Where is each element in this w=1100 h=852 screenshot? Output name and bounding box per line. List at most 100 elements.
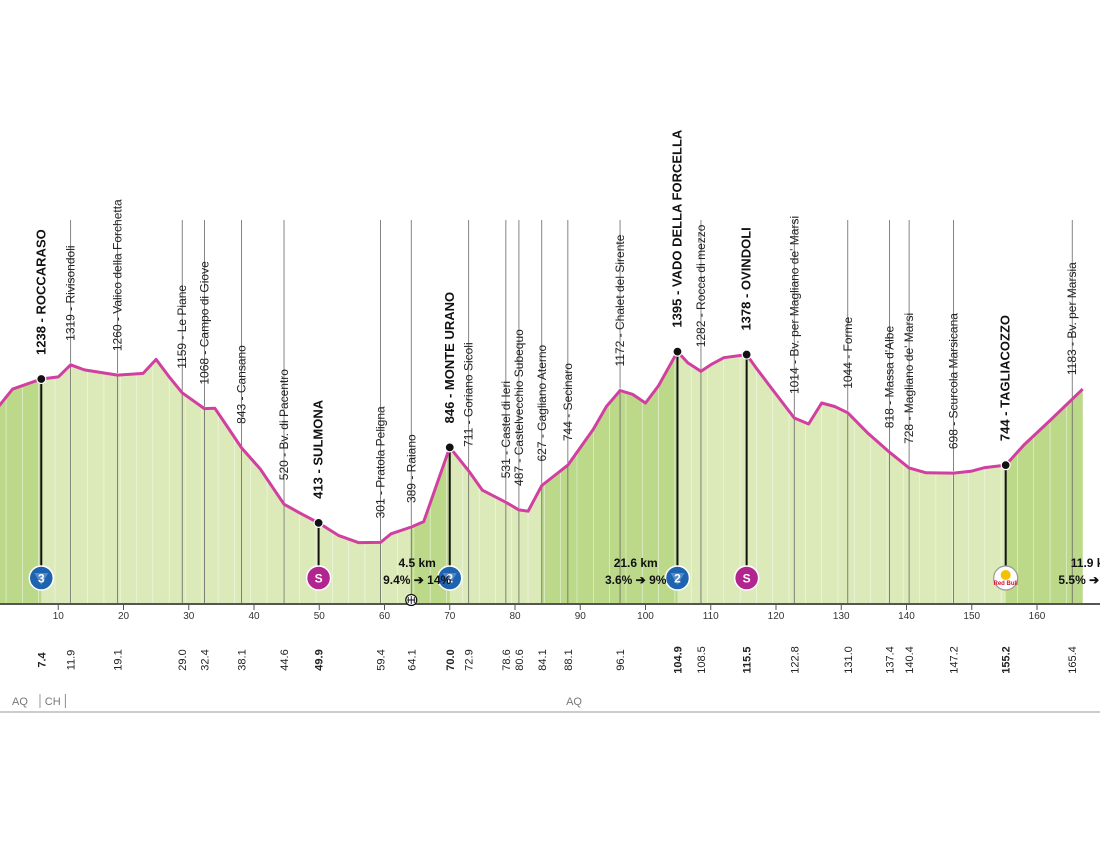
- region-bar: AQ CH AQ: [0, 694, 1100, 713]
- badges-layer: 3 S 2 2 S Red Bull: [28, 565, 1019, 591]
- climb-gradient: 5.5% ➔ 14%: [1058, 573, 1100, 587]
- waypoint-lines-layer: [40, 220, 1073, 604]
- waypoint-label: 1282 - Rocca di mezzo: [694, 224, 708, 347]
- axis-tick-label: 70: [444, 611, 456, 622]
- waypoint-km-label: 70.0: [445, 649, 457, 670]
- climb-fill-0: [0, 379, 42, 604]
- waypoint-label: 846 - MONTE URANO: [442, 292, 457, 423]
- waypoint-km-label: 78.6: [501, 649, 513, 670]
- profile-area-fill: [0, 351, 1083, 604]
- waypoint-label: 1172 - Chalet del Sirente: [613, 234, 627, 366]
- axis-tick-label: 80: [509, 611, 521, 622]
- region-label: CH: [45, 696, 61, 708]
- summit-dot: [1000, 460, 1011, 471]
- waypoint-km-label: 96.1: [615, 649, 627, 670]
- summit-dot: [672, 346, 683, 357]
- sprint-badge-letter: S: [315, 572, 323, 586]
- feed-zone-glyph: [407, 596, 416, 604]
- waypoint-km-label: 38.1: [237, 649, 249, 670]
- climb-fill-1: [411, 447, 450, 604]
- region-label: AQ: [566, 696, 582, 708]
- waypoint-label: 1068 - Campo di Giove: [197, 261, 211, 385]
- waypoint-km-label: 84.1: [537, 649, 549, 670]
- waypoint-label: 843 - Cansano: [235, 345, 249, 424]
- waypoint-km-label: 59.4: [376, 649, 388, 670]
- climb-gradient: 3.6% ➔ 9%: [605, 573, 667, 587]
- kom-badge-icon: [437, 565, 463, 591]
- waypoint-km-label: 49.9: [314, 649, 326, 670]
- waypoint-label: 1044 - Forme: [841, 316, 855, 388]
- waypoint-label: 1159 - Le Piane: [175, 285, 189, 369]
- waypoint-km-label: 80.6: [514, 649, 526, 670]
- region-label: AQ: [12, 696, 28, 708]
- summit-dot: [741, 349, 752, 360]
- climb-info-layer: 4.5 km 9.4% ➔ 14% 21.6 km 3.6% ➔ 9% 11.9 km 5…: [383, 556, 1100, 607]
- waypoint-label: 728 - Magliano de' Marsi: [902, 313, 916, 444]
- waypoint-label: 1319 - Rivisondoli: [64, 245, 78, 340]
- summit-dot: [313, 517, 324, 528]
- sprint-badge-icon: [305, 565, 332, 591]
- waypoint-km-label: 64.1: [406, 649, 418, 670]
- axis-tick-label: 140: [898, 611, 915, 622]
- kom-triangle-icon: [670, 573, 685, 585]
- waypoint-km-label: 29.0: [177, 649, 189, 670]
- waypoint-km-label: 165.4: [1067, 646, 1079, 674]
- climb-length: 21.6 km: [614, 556, 658, 570]
- waypoint-label: 1260 - Valico della Forchetta: [111, 199, 125, 351]
- axis-tick-label: 130: [833, 611, 850, 622]
- climb-fill-3: [1005, 389, 1083, 604]
- waypoint-km-label: 7.4: [36, 651, 48, 667]
- waypoint-label: 698 - Scurcola Marsicana: [946, 313, 960, 449]
- climb-length: 4.5 km: [398, 556, 435, 570]
- waypoint-label: 301 - Pratola Peligna: [374, 406, 388, 518]
- kom-badge-icon: [664, 565, 691, 591]
- axis-tick-label: 110: [703, 611, 719, 622]
- waypoint-label: 531 - Castel di Ieri: [499, 381, 513, 478]
- kom-badge-icon: [28, 565, 55, 591]
- axis-tick-label: 60: [379, 611, 391, 622]
- waypoint-km-label: 131.0: [843, 646, 855, 674]
- waypoint-label: 389 - Raiano: [404, 434, 418, 503]
- sprint-badge-icon: [733, 565, 760, 591]
- waypoint-km-label: 32.4: [199, 649, 211, 670]
- waypoint-km-label: 137.4: [885, 646, 897, 674]
- waypoint-km-label: 88.1: [563, 649, 575, 670]
- waypoint-label: 1238 - ROCCARASO: [33, 229, 48, 355]
- waypoint-km-label: 44.6: [279, 649, 291, 670]
- waypoint-label: 520 - Bv. di Pacentro: [277, 369, 291, 480]
- profile-fill-layer: [0, 351, 1083, 604]
- waypoint-km-label: 140.4: [904, 646, 916, 674]
- climb-gradient: 9.4% ➔ 14%: [383, 573, 451, 587]
- axis-tick-label: 10: [53, 611, 65, 622]
- kom-badge-category: 3: [38, 572, 45, 586]
- kom-badge-category: 2: [674, 572, 681, 586]
- waypoint-label: 1183 - Bv. per Marsia: [1065, 262, 1079, 375]
- waypoint-label: 744 - Secinaro: [561, 363, 575, 441]
- waypoint-label: 627 - Gagliano Aterno: [535, 344, 549, 461]
- sprint-badge-letter: S: [743, 572, 751, 586]
- axis-tick-label: 90: [575, 611, 587, 622]
- axis-tick-label: 150: [963, 611, 980, 622]
- waypoint-label: 818 - Massa d'Albe: [883, 326, 897, 429]
- redbull-sun-icon: [1000, 570, 1011, 580]
- waypoint-km-label: 147.2: [948, 646, 960, 674]
- waypoint-label: 487 - Castelvecchio Subequo: [512, 329, 526, 486]
- summit-dot: [36, 373, 47, 385]
- axis-tick-label: 40: [248, 611, 260, 622]
- axis-tick-label: 20: [118, 611, 130, 622]
- kom-badge-category: 2: [446, 572, 453, 586]
- waypoint-km-label: 108.5: [696, 646, 708, 674]
- climb-length: 11.9 km: [1071, 556, 1100, 570]
- waypoint-km-label: 115.5: [742, 647, 754, 674]
- waypoint-km-label: 11.9: [66, 650, 78, 671]
- waypoint-km-label: 122.8: [789, 646, 801, 674]
- axis-tick-label: 30: [183, 611, 195, 622]
- distance-axis: 10 20 30 40 50 60 70 80 90 100 110 120 130 140 150 160: [0, 603, 1100, 622]
- waypoint-label: 1014 - Bv. per Magliano de' Marsi: [787, 216, 801, 394]
- profile-line-layer: [0, 346, 1084, 545]
- kom-triangle-icon: [442, 573, 457, 585]
- waypoint-label: 413 - SULMONA: [311, 399, 326, 499]
- waypoint-km-label: 19.1: [113, 649, 125, 670]
- kom-triangle-icon: [34, 573, 49, 585]
